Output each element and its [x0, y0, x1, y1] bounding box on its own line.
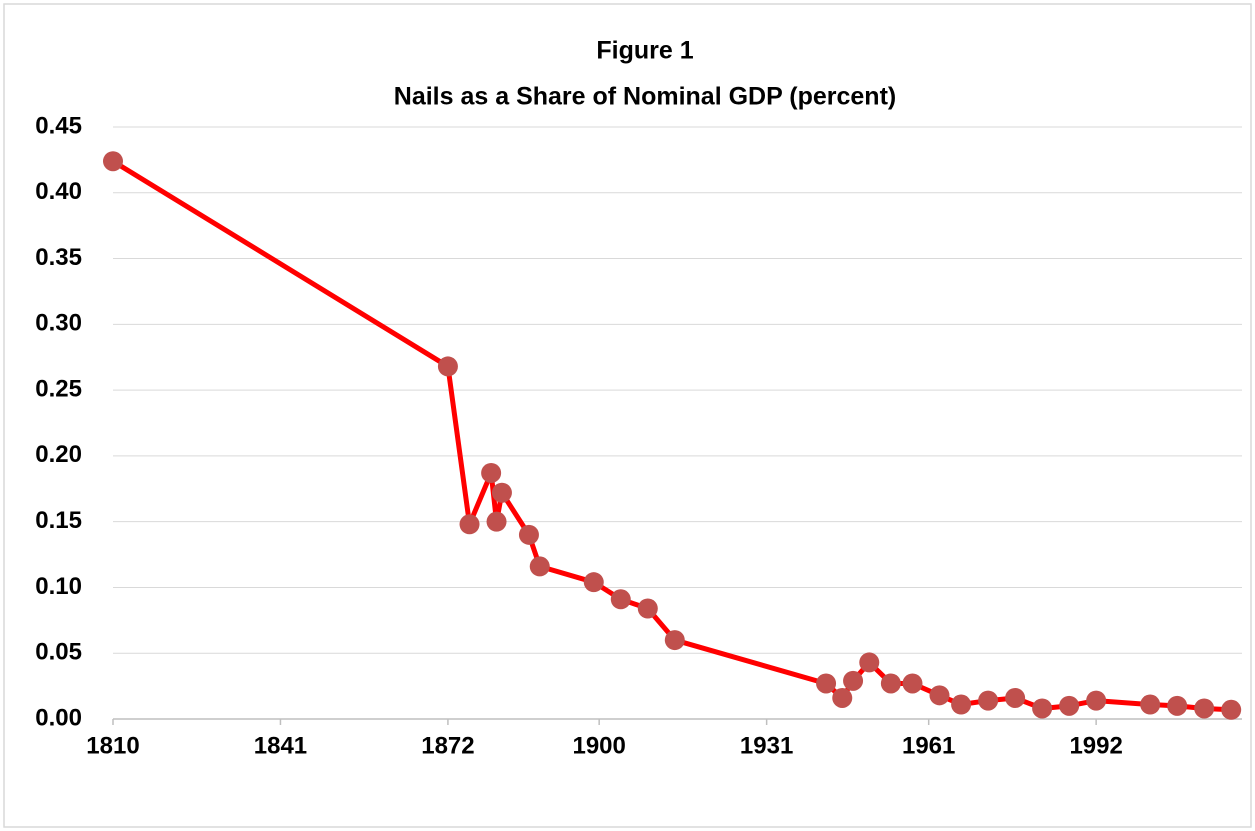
- chart-title: Figure 1: [596, 37, 693, 65]
- data-point: [583, 572, 604, 593]
- x-tick-label: 1961: [902, 732, 955, 759]
- y-tick-label: 0.35: [35, 244, 82, 271]
- data-point: [1140, 694, 1161, 715]
- y-tick-label: 0.45: [35, 112, 82, 139]
- y-tick-label: 0.15: [35, 507, 82, 534]
- data-point: [1194, 698, 1215, 719]
- x-tick-label: 1872: [421, 732, 474, 759]
- data-point: [486, 511, 507, 532]
- y-tick-label: 0.25: [35, 375, 82, 402]
- data-point: [103, 151, 123, 172]
- data-point: [1059, 695, 1080, 716]
- data-point: [437, 356, 458, 377]
- y-tick-label: 0.20: [35, 441, 82, 468]
- x-tick-label: 1992: [1069, 732, 1122, 759]
- data-point: [1221, 699, 1242, 720]
- data-point: [518, 524, 539, 545]
- y-tick-label: 0.40: [35, 178, 82, 205]
- data-point: [816, 673, 837, 694]
- x-tick-label: 1841: [254, 732, 307, 759]
- data-point: [832, 687, 853, 708]
- data-point: [637, 598, 658, 619]
- data-point: [929, 685, 950, 706]
- data-point: [1032, 698, 1053, 719]
- data-point: [843, 670, 864, 691]
- data-point: [481, 462, 502, 483]
- data-point: [978, 690, 999, 711]
- data-point: [1167, 695, 1188, 716]
- data-point: [491, 482, 512, 503]
- x-tick-label: 1931: [740, 732, 793, 759]
- y-tick-label: 0.00: [35, 704, 82, 731]
- data-point: [1086, 690, 1107, 711]
- data-point: [1005, 687, 1026, 708]
- data-point: [529, 556, 550, 577]
- data-point: [859, 652, 880, 673]
- data-point: [664, 630, 685, 651]
- chart-frame: [3, 3, 1252, 828]
- data-point: [880, 673, 901, 694]
- y-tick-label: 0.30: [35, 310, 82, 337]
- y-tick-label: 0.10: [35, 573, 82, 600]
- y-tick-label: 0.05: [35, 639, 82, 666]
- data-point: [459, 514, 480, 535]
- data-point: [610, 589, 631, 610]
- x-tick-label: 1810: [86, 732, 139, 759]
- data-point: [951, 694, 972, 715]
- x-tick-label: 1900: [572, 732, 625, 759]
- chart-subtitle: Nails as a Share of Nominal GDP (percent…: [394, 83, 896, 111]
- data-point: [902, 673, 923, 694]
